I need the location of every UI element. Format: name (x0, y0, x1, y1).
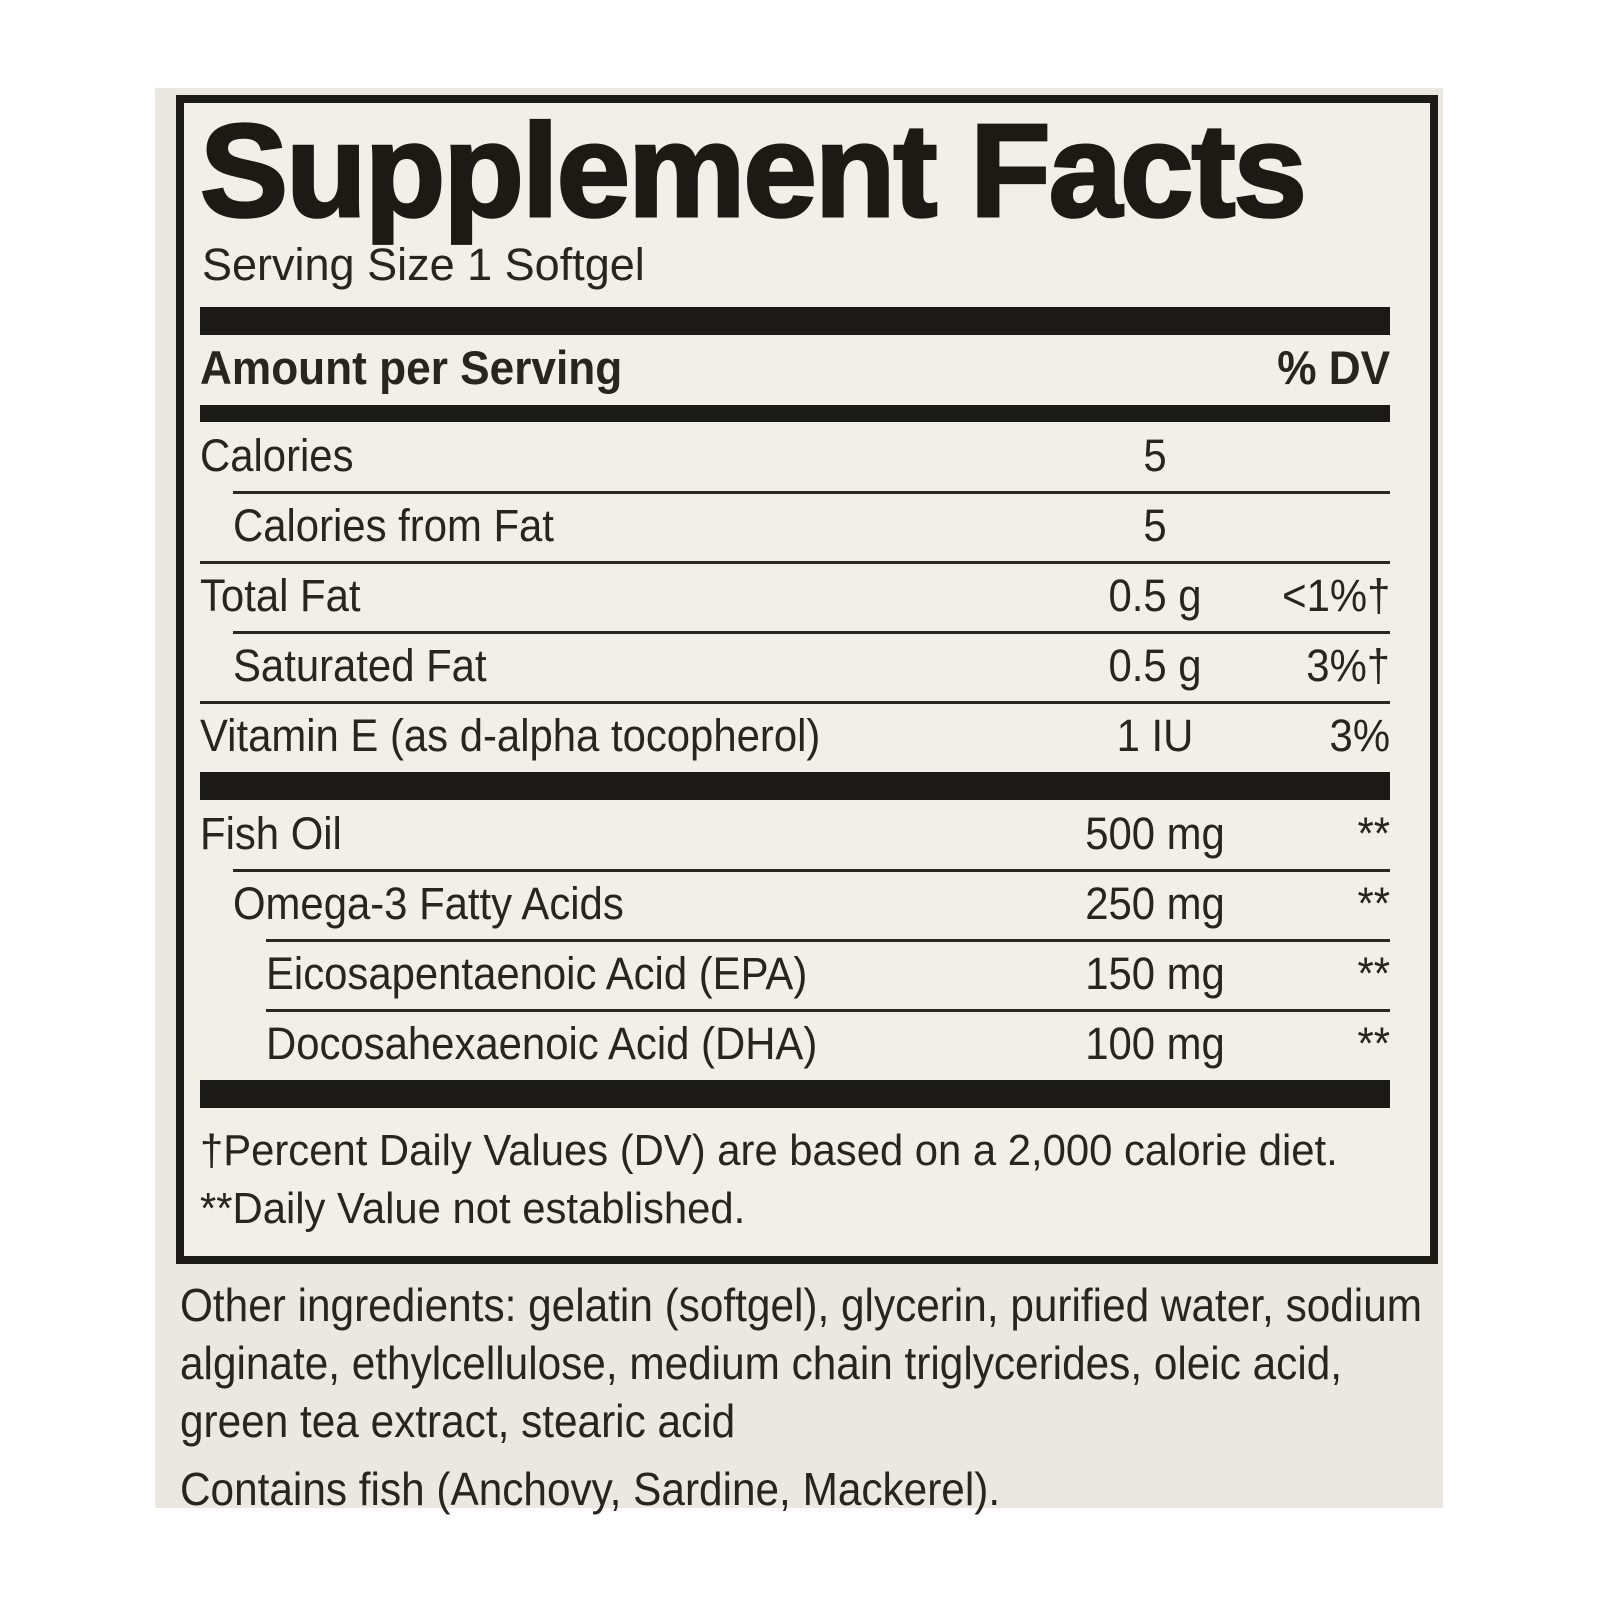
other-ingredients: Other ingredients: gelatin (softgel), gl… (180, 1279, 1422, 1447)
nutrient-dv: ** (1357, 1017, 1390, 1069)
nutrient-rows: Calories 5 Calories from Fat 5 Total Fat… (200, 422, 1390, 1080)
panel-title: Supplement Facts (199, 97, 1309, 244)
nutrient-amount: 250 mg (1085, 877, 1225, 929)
nutrient-dv: 3%† (1306, 639, 1390, 691)
nutrient-name: Docosahexaenoic Acid (DHA) (266, 1017, 818, 1069)
nutrient-amount: 100 mg (1085, 1017, 1225, 1069)
nutrient-dv: 3% (1329, 709, 1390, 761)
row-divider (266, 939, 1390, 942)
nutrient-row-calories: Calories 5 (200, 422, 1390, 492)
nutrient-dv: <1%† (1281, 569, 1390, 621)
nutrient-amount: 0.5 g (1108, 569, 1202, 621)
nutrient-dv: ** (1357, 877, 1390, 929)
nutrient-name: Calories from Fat (233, 499, 554, 551)
nutrient-name: Eicosapentaenoic Acid (EPA) (266, 947, 808, 999)
row-divider (233, 631, 1390, 634)
label-photo: Supplement Facts Serving Size 1 Softgel … (155, 88, 1443, 1515)
nutrient-name: Saturated Fat (233, 639, 487, 691)
column-header-dv: % DV (1277, 341, 1390, 394)
nutrient-amount: 1 IU (1116, 709, 1194, 761)
footnotes: †Percent Daily Values (DV) are based on … (200, 1108, 1390, 1242)
nutrient-row-total-fat: Total Fat 0.5 g <1%† (200, 561, 1390, 632)
row-divider (200, 701, 1390, 704)
column-header-row: Amount per Serving % DV (200, 335, 1390, 405)
column-header-amount: Amount per Serving (200, 341, 623, 394)
nutrient-row-epa: Eicosapentaenoic Acid (EPA) 150 mg ** (200, 939, 1390, 1010)
nutrient-amount: 0.5 g (1108, 639, 1202, 691)
row-divider (266, 1009, 1390, 1012)
nutrient-dv: ** (1357, 807, 1390, 859)
supplement-facts-panel: Supplement Facts Serving Size 1 Softgel … (176, 95, 1438, 1264)
section-divider-bar (200, 307, 1390, 335)
nutrient-amount: 5 (1143, 499, 1167, 551)
nutrient-row-omega3: Omega-3 Fatty Acids 250 mg ** (200, 869, 1390, 940)
nutrient-name: Vitamin E (as d-alpha tocopherol) (200, 709, 821, 761)
row-divider (233, 491, 1390, 494)
footnote-not-established: **Daily Value not established. (200, 1184, 746, 1233)
nutrient-amount: 150 mg (1085, 947, 1225, 999)
nutrient-row-fish-oil: Fish Oil 500 mg ** (200, 800, 1390, 870)
section-divider-bar (200, 1080, 1390, 1108)
section-divider-bar (200, 405, 1390, 422)
nutrient-amount: 5 (1143, 429, 1167, 481)
nutrient-row-dha: Docosahexaenoic Acid (DHA) 100 mg ** (200, 1009, 1390, 1080)
nutrient-row-saturated-fat: Saturated Fat 0.5 g 3%† (200, 631, 1390, 702)
nutrient-amount: 500 mg (1085, 807, 1225, 859)
nutrient-name: Omega-3 Fatty Acids (233, 877, 624, 929)
nutrient-row-calories-from-fat: Calories from Fat 5 (200, 491, 1390, 562)
footnote-daily-value: †Percent Daily Values (DV) are based on … (200, 1126, 1338, 1175)
row-divider (200, 561, 1390, 564)
nutrient-dv: ** (1357, 947, 1390, 999)
allergen-statement: Contains fish (Anchovy, Sardine, Mackere… (180, 1463, 1001, 1515)
nutrient-row-vitamin-e: Vitamin E (as d-alpha tocopherol) 1 IU 3… (200, 701, 1390, 772)
nutrient-name: Fish Oil (200, 807, 342, 859)
nutrient-name: Calories (200, 429, 354, 481)
section-divider-bar (200, 772, 1390, 800)
serving-size: Serving Size 1 Softgel (202, 239, 645, 290)
nutrient-name: Total Fat (200, 569, 361, 621)
row-divider (233, 869, 1390, 872)
